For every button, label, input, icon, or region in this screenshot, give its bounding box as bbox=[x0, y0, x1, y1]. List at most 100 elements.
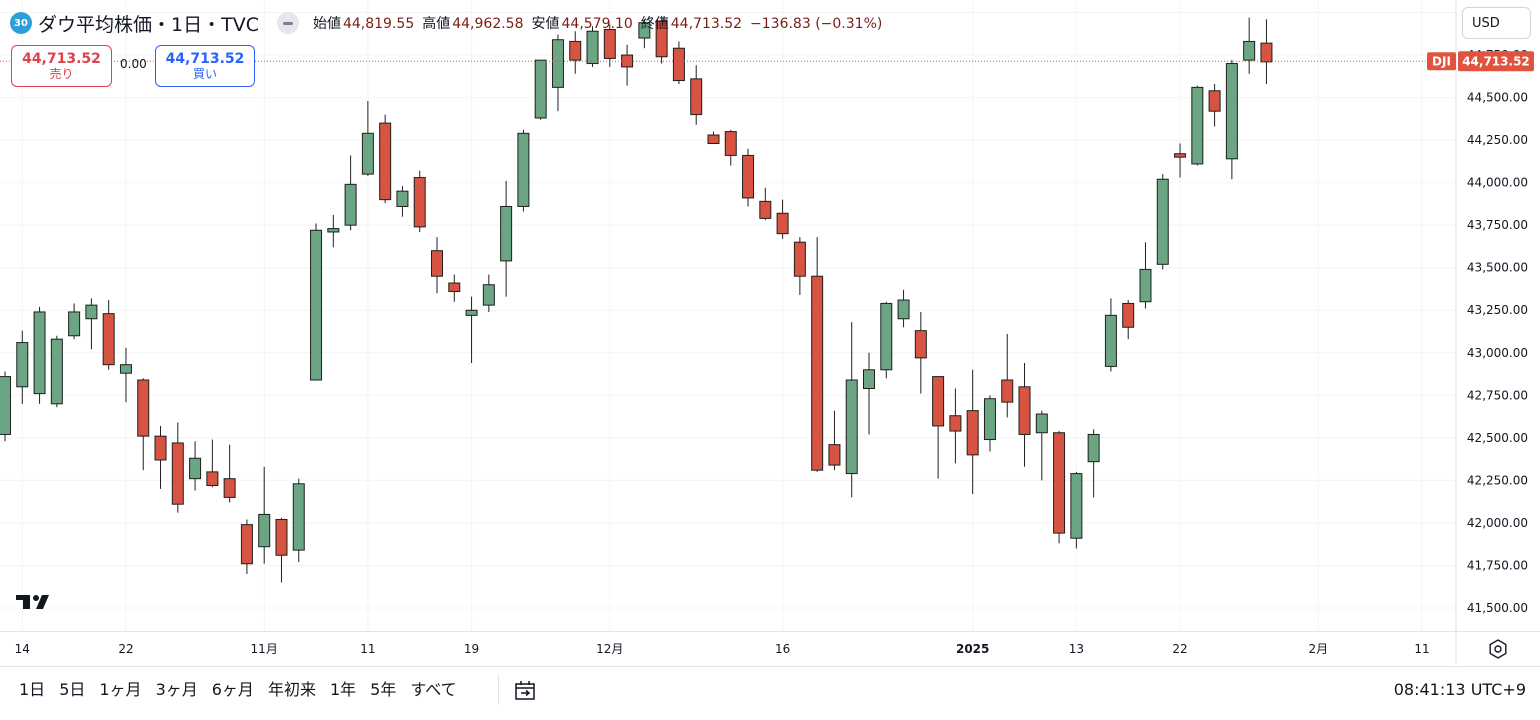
time-range-1[interactable]: 5日 bbox=[59, 680, 86, 699]
candle[interactable] bbox=[811, 237, 824, 472]
candle[interactable] bbox=[707, 131, 720, 145]
candle[interactable] bbox=[966, 369, 979, 494]
candle[interactable] bbox=[1208, 83, 1221, 127]
candlestick-chart[interactable]: 41,500.00 41,750.00 42,000.00 42,250.00 42,5… bbox=[0, 0, 1540, 666]
candle[interactable] bbox=[776, 199, 789, 239]
candle[interactable] bbox=[68, 303, 81, 340]
candle[interactable] bbox=[171, 422, 184, 513]
candle[interactable] bbox=[914, 311, 927, 394]
time-range-0[interactable]: 1日 bbox=[19, 680, 46, 699]
clock-readout[interactable]: 08:41:13 UTC+9 bbox=[1393, 680, 1526, 699]
candle[interactable] bbox=[379, 114, 392, 204]
candle[interactable] bbox=[1104, 298, 1117, 372]
candle[interactable] bbox=[1001, 334, 1014, 418]
candle[interactable] bbox=[1035, 410, 1048, 481]
time-range-4[interactable]: 6ヶ月 bbox=[211, 680, 254, 699]
candle[interactable] bbox=[1018, 362, 1031, 467]
candle[interactable] bbox=[621, 44, 634, 86]
candle[interactable] bbox=[137, 378, 150, 471]
minimize-icon[interactable] bbox=[276, 12, 299, 34]
candle[interactable] bbox=[292, 478, 305, 563]
candle[interactable] bbox=[949, 388, 962, 464]
candle[interactable] bbox=[759, 187, 772, 221]
candle[interactable] bbox=[1191, 85, 1204, 166]
candle[interactable] bbox=[482, 274, 495, 312]
candle[interactable] bbox=[672, 41, 685, 84]
candle[interactable] bbox=[50, 335, 63, 408]
candle[interactable] bbox=[742, 148, 755, 207]
x-tick-label: 11 bbox=[1414, 642, 1429, 656]
candle[interactable] bbox=[189, 441, 202, 491]
settings-gear-icon[interactable] bbox=[1487, 638, 1509, 664]
candle[interactable] bbox=[431, 237, 443, 294]
candle[interactable] bbox=[983, 395, 996, 452]
candle[interactable] bbox=[603, 24, 616, 67]
candle-body bbox=[1053, 432, 1066, 534]
candle[interactable] bbox=[828, 410, 841, 471]
candle[interactable] bbox=[119, 347, 132, 403]
candle[interactable] bbox=[0, 371, 11, 442]
candle[interactable] bbox=[1225, 60, 1238, 180]
candle[interactable] bbox=[863, 352, 875, 435]
currency-select[interactable]: USD bbox=[1462, 7, 1531, 39]
candle[interactable] bbox=[1087, 429, 1100, 498]
candle[interactable] bbox=[258, 466, 271, 564]
candle[interactable] bbox=[102, 300, 115, 370]
time-range-5[interactable]: 年初来 bbox=[267, 680, 316, 699]
candle[interactable] bbox=[586, 26, 599, 67]
candle[interactable] bbox=[310, 223, 323, 381]
symbol-title[interactable]: ダウ平均株価・1日・TVC bbox=[38, 13, 259, 36]
candle[interactable] bbox=[1139, 242, 1152, 309]
candle[interactable] bbox=[413, 170, 426, 232]
candle[interactable] bbox=[724, 129, 737, 166]
time-range-7[interactable]: 5年 bbox=[370, 680, 397, 699]
candle[interactable] bbox=[897, 289, 910, 328]
candle[interactable] bbox=[465, 296, 478, 363]
candle[interactable] bbox=[240, 519, 253, 574]
candle[interactable] bbox=[275, 517, 288, 583]
candle[interactable] bbox=[1243, 17, 1256, 74]
candle[interactable] bbox=[344, 155, 357, 231]
candle[interactable] bbox=[500, 180, 513, 297]
candle[interactable] bbox=[880, 301, 893, 379]
symbol-badge: 30 bbox=[10, 12, 32, 34]
candle[interactable] bbox=[154, 425, 167, 489]
time-range-3[interactable]: 3ヶ月 bbox=[155, 680, 198, 699]
candle[interactable] bbox=[551, 34, 564, 112]
candle[interactable] bbox=[361, 100, 374, 176]
candle[interactable] bbox=[845, 322, 858, 498]
time-range-2[interactable]: 1ヶ月 bbox=[99, 680, 142, 699]
candle-body bbox=[275, 519, 288, 556]
candle[interactable] bbox=[932, 376, 945, 479]
time-range-8[interactable]: すべて bbox=[410, 680, 457, 699]
candle[interactable] bbox=[33, 306, 46, 404]
candle[interactable] bbox=[534, 59, 547, 120]
candle-body bbox=[396, 190, 409, 207]
time-range-6[interactable]: 1年 bbox=[329, 680, 357, 699]
candle[interactable] bbox=[655, 15, 668, 64]
candle[interactable] bbox=[1174, 143, 1187, 178]
candle[interactable] bbox=[1156, 174, 1169, 270]
candle[interactable] bbox=[793, 237, 806, 295]
candle[interactable] bbox=[569, 31, 582, 74]
calendar-goto-icon[interactable] bbox=[512, 677, 538, 707]
tradingview-logo-icon[interactable] bbox=[15, 592, 55, 616]
candle[interactable] bbox=[638, 19, 651, 49]
candle[interactable] bbox=[85, 298, 98, 350]
candle[interactable] bbox=[1053, 431, 1066, 544]
candle[interactable] bbox=[206, 439, 219, 488]
candle-body bbox=[914, 330, 927, 359]
candle[interactable] bbox=[327, 214, 340, 248]
candle[interactable] bbox=[396, 186, 409, 217]
candle[interactable] bbox=[448, 274, 461, 302]
candle[interactable] bbox=[16, 330, 29, 404]
candle[interactable] bbox=[1070, 471, 1083, 549]
candle[interactable] bbox=[1260, 19, 1273, 84]
candle[interactable] bbox=[223, 444, 236, 503]
candle-body bbox=[310, 229, 323, 381]
candle[interactable] bbox=[690, 65, 703, 125]
candle[interactable] bbox=[517, 129, 530, 212]
buy-button[interactable]: 44,713.52 買い bbox=[155, 45, 255, 87]
candle[interactable] bbox=[1122, 300, 1135, 340]
sell-button[interactable]: 44,713.52 売り bbox=[11, 45, 112, 87]
